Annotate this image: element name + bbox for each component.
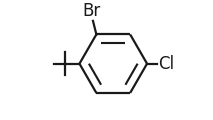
Text: Br: Br [83,2,101,20]
Text: Cl: Cl [158,55,174,73]
